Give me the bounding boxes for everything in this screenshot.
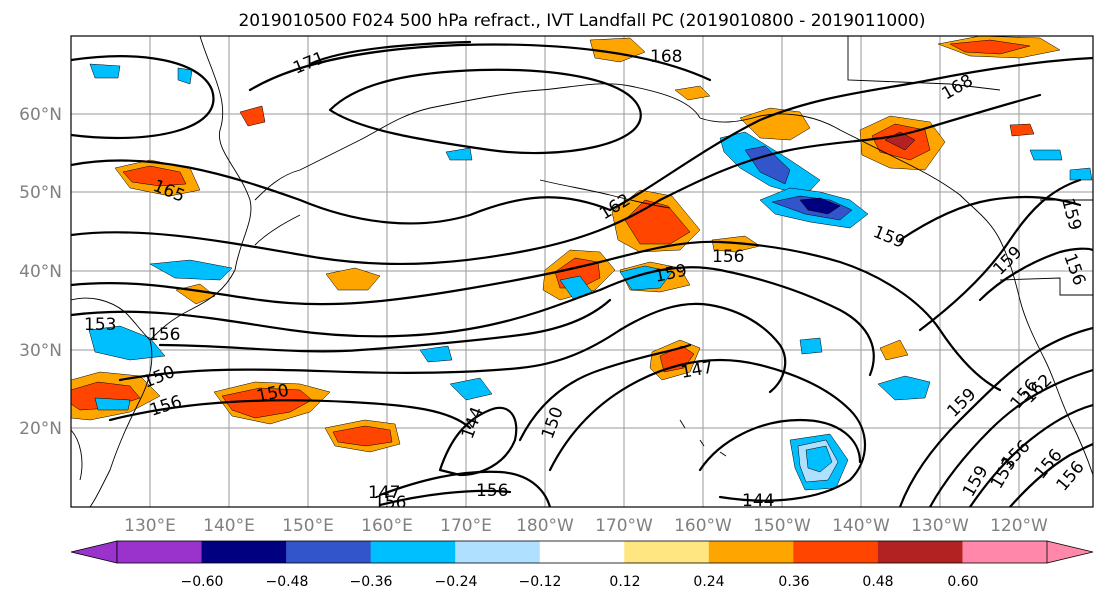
lon-tick-label: 140°E [203, 516, 255, 536]
lon-tick-label: 170°W [595, 516, 653, 536]
contour-label: 168 [650, 47, 682, 67]
lon-tick-label: 170°E [440, 516, 492, 536]
lon-tick-label: 150°W [753, 516, 811, 536]
lon-tick-label: 150°E [282, 516, 334, 536]
lat-tick-label: 60°N [19, 105, 62, 125]
colorbar-tick-label: 0.36 [778, 574, 809, 590]
lon-tick-label: 120°W [990, 516, 1048, 536]
colorbar-tick-label: −0.24 [435, 574, 478, 590]
lat-tick-label: 20°N [19, 419, 62, 439]
colorbar-frame [116, 540, 1048, 564]
contour-label: 144 [742, 491, 774, 511]
map-area: 171 168 168 165 162 159 159 156 159 159 … [71, 36, 1093, 513]
colorbar-tick-label: 0.60 [947, 574, 978, 590]
lat-tick-label: 50°N [19, 183, 62, 203]
contour-labels: 171 168 168 165 162 159 159 156 159 159 … [84, 47, 1089, 513]
colorbar-segment [539, 541, 625, 563]
refractivity-contours [71, 40, 1093, 507]
colorbar-segment [455, 541, 541, 563]
colorbar-tick-label: 0.12 [609, 574, 640, 590]
colorbar-segment [117, 541, 203, 563]
contour-label: 153 [84, 315, 116, 335]
coastlines [71, 36, 1093, 507]
lon-axis: 130°E 140°E 150°E 160°E 170°E 180°W 170°… [124, 516, 1048, 536]
lon-tick-label: 180°W [516, 516, 574, 536]
colorbar-segment [708, 541, 794, 563]
contour-label: 147 [368, 483, 400, 503]
lat-tick-label: 30°N [19, 341, 62, 361]
lon-tick-label: 130°W [911, 516, 969, 536]
colorbar-tick-label: 0.48 [862, 574, 893, 590]
lat-axis: 60°N 50°N 40°N 30°N 20°N [19, 105, 62, 439]
colorbar-segments [117, 541, 1048, 563]
lat-tick-label: 40°N [19, 262, 62, 282]
contour-label: 156 [712, 247, 744, 267]
colorbar-tick-label: −0.12 [519, 574, 562, 590]
colorbar-tick-label: 0.24 [693, 574, 724, 590]
filled-contours [71, 36, 1093, 491]
colorbar-extend-max [1046, 540, 1094, 564]
map-frame [70, 35, 1094, 508]
colorbar-tick-label: −0.60 [181, 574, 224, 590]
contour-label: 156 [374, 493, 406, 513]
colorbar-segment [286, 541, 372, 563]
colorbar-tick-label: −0.36 [350, 574, 393, 590]
map-title: 2019010500 F024 500 hPa refract., IVT La… [238, 11, 925, 31]
lon-tick-label: 160°E [361, 516, 413, 536]
contour-label: 156 [476, 481, 508, 501]
colorbar-segment [201, 541, 287, 563]
colorbar-segment [962, 541, 1048, 563]
colorbar-segment [877, 541, 963, 563]
contour-label: 156 [148, 325, 180, 345]
colorbar: −0.60 −0.48 −0.36 −0.24 −0.12 0.12 0.24 … [70, 540, 1094, 590]
lon-tick-label: 160°W [674, 516, 732, 536]
colorbar-segment [370, 541, 456, 563]
colorbar-segment [793, 541, 879, 563]
colorbar-segment [624, 541, 710, 563]
colorbar-tick-label: −0.48 [266, 574, 309, 590]
lon-tick-label: 130°E [124, 516, 176, 536]
colorbar-ticks: −0.60 −0.48 −0.36 −0.24 −0.12 0.12 0.24 … [181, 574, 979, 590]
lon-tick-label: 140°W [832, 516, 890, 536]
colorbar-extend-min [70, 540, 118, 564]
